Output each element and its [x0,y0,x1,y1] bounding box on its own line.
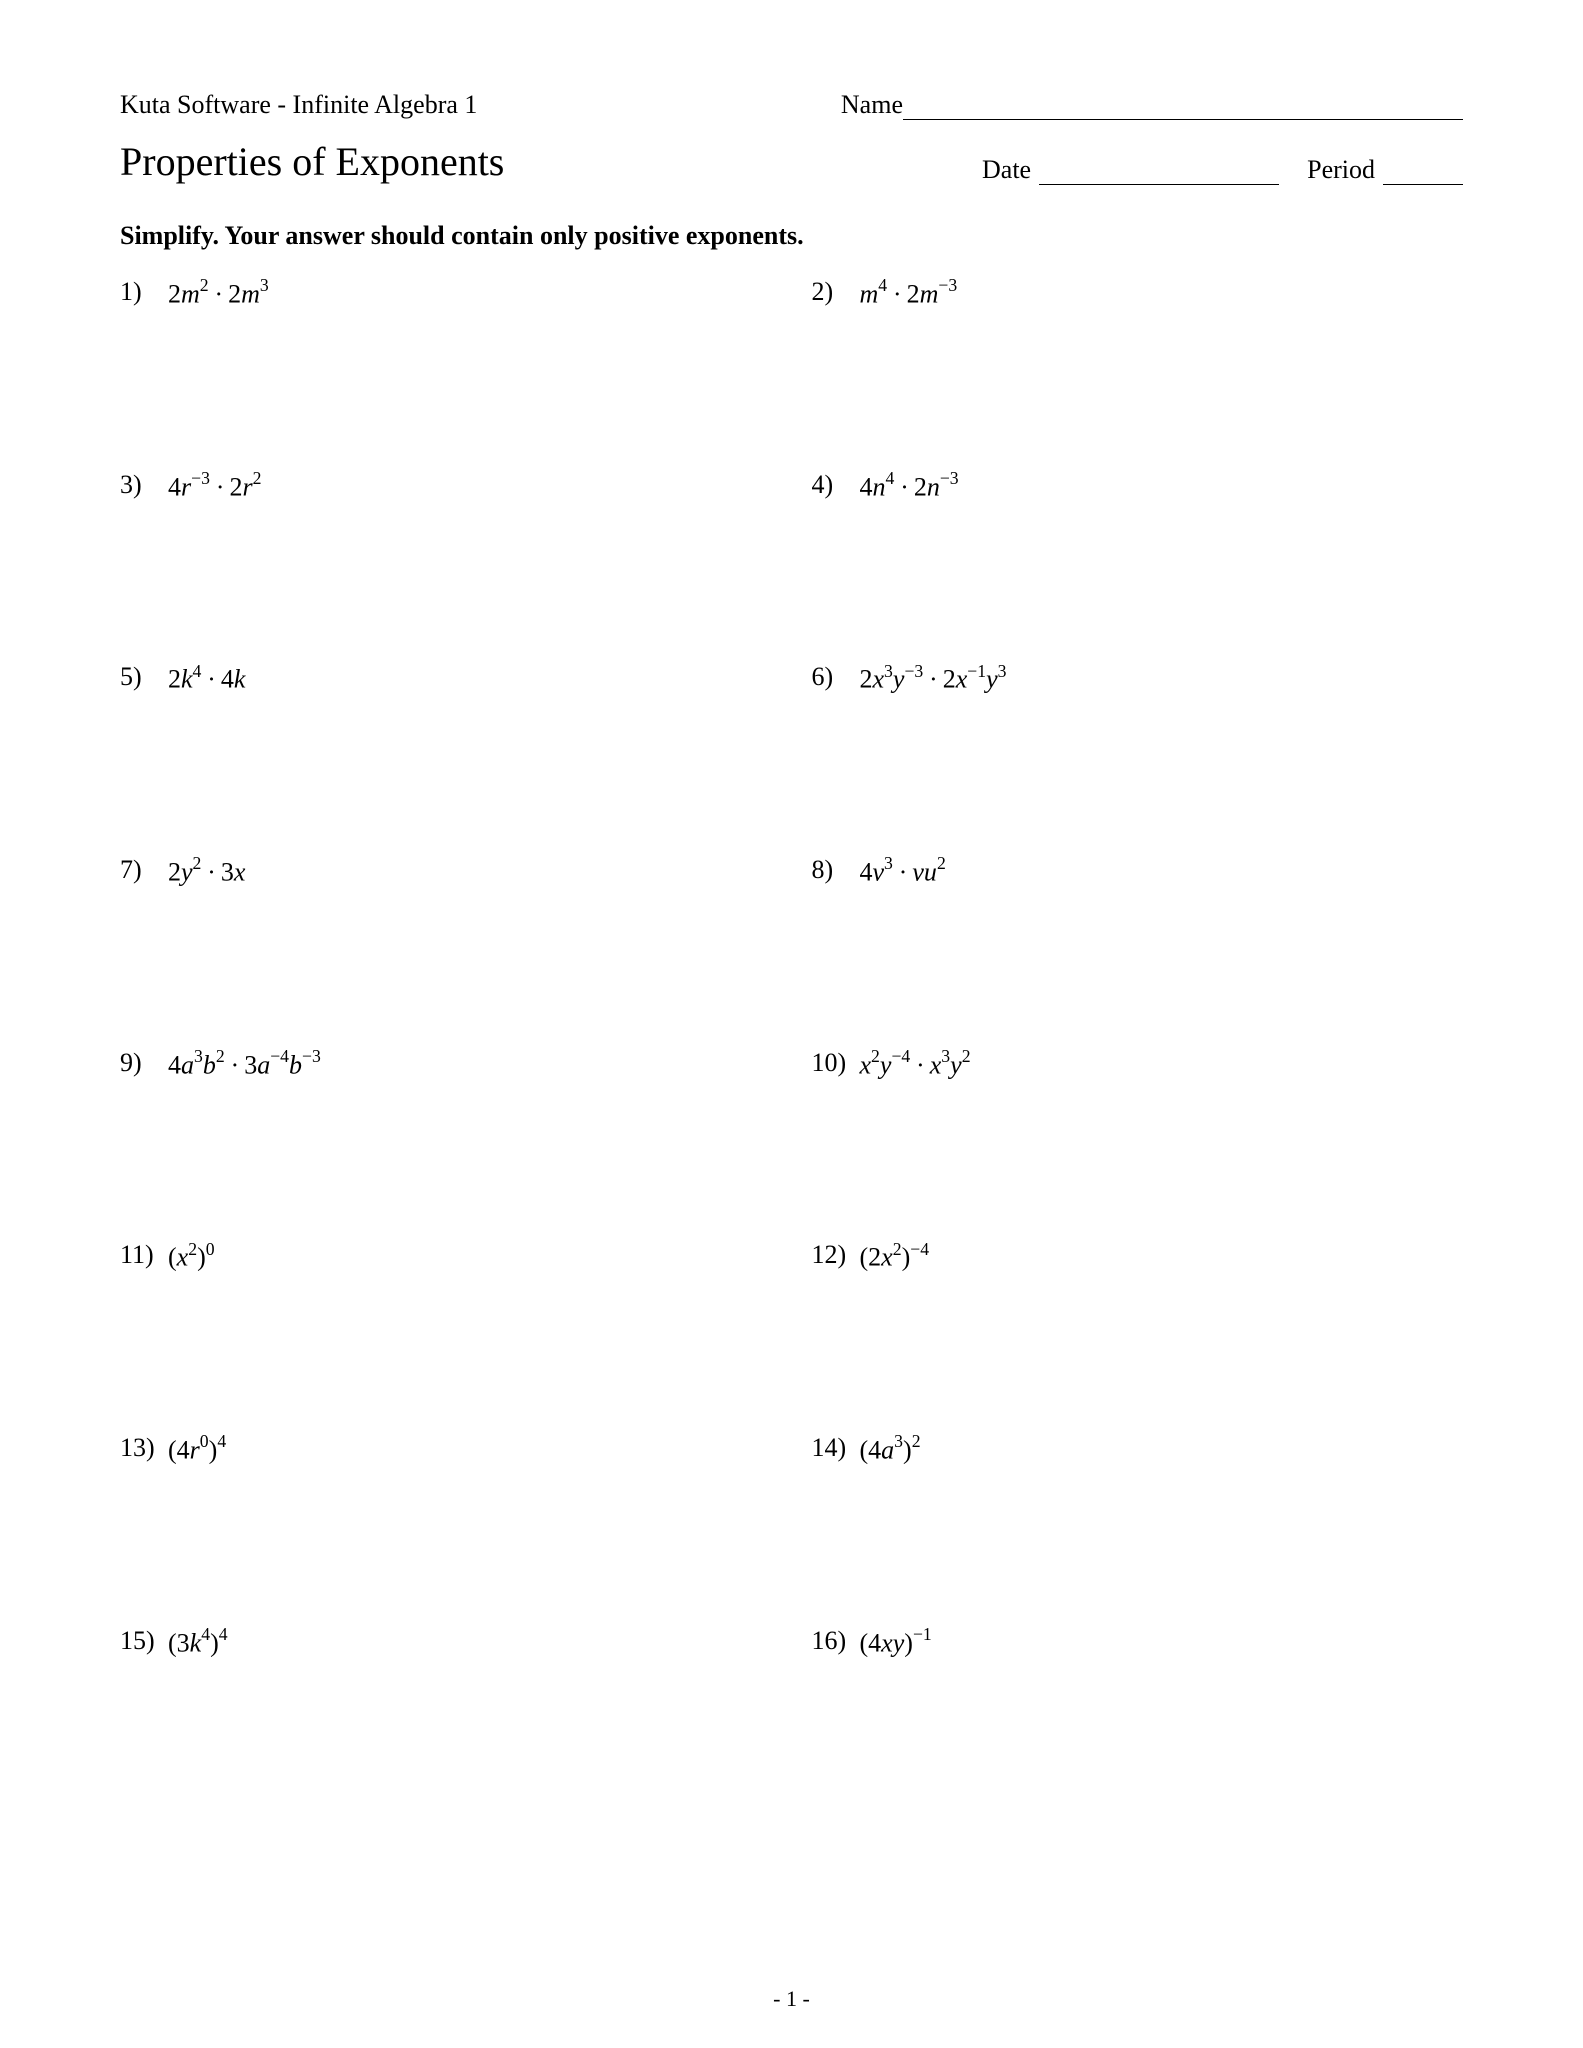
problem: 3) 4r−3 · 2r2 [120,470,772,503]
problem: 11) (x2)0 [120,1240,772,1273]
problem-number: 4) [812,470,850,500]
problem: 4) 4n4 · 2n−3 [812,470,1464,503]
problem-expression: (3k4)4 [168,1626,228,1659]
problem: 8) 4v3 · vu2 [812,855,1464,888]
problem: 12) (2x2)−4 [812,1240,1464,1273]
page-footer: - 1 - [0,1986,1583,2012]
problem-number: 8) [812,855,850,885]
problem-number: 9) [120,1048,158,1078]
problem: 13) (4r0)4 [120,1433,772,1466]
problem: 9) 4a3b2 · 3a−4b−3 [120,1048,772,1081]
instructions: Simplify. Your answer should contain onl… [120,221,1463,251]
title-row: Properties of Exponents Date Period [120,138,1463,185]
problem-number: 12) [812,1240,850,1270]
problem-expression: x2y−4 · x3y2 [860,1048,971,1081]
problem-expression: 2k4 · 4k [168,662,245,695]
name-blank[interactable] [903,91,1463,120]
problem-expression: 2x3y−3 · 2x−1y3 [860,662,1007,695]
problem: 2) m4 · 2m−3 [812,277,1464,310]
problem-number: 15) [120,1626,158,1656]
problem-number: 7) [120,855,158,885]
problem-expression: (4a3)2 [860,1433,921,1466]
problem: 6) 2x3y−3 · 2x−1y3 [812,662,1464,695]
problem-number: 11) [120,1240,158,1270]
problem-expression: 4r−3 · 2r2 [168,470,261,503]
problem-expression: 2y2 · 3x [168,855,245,888]
problem: 5) 2k4 · 4k [120,662,772,695]
problem-number: 16) [812,1626,850,1656]
problem-expression: 2m2 · 2m3 [168,277,269,310]
problem-expression: 4a3b2 · 3a−4b−3 [168,1048,321,1081]
problem-number: 13) [120,1433,158,1463]
worksheet-title: Properties of Exponents [120,138,504,185]
date-period-group: Date Period [982,155,1463,185]
problem-expression: (4r0)4 [168,1433,226,1466]
problem-expression: (4xy)−1 [860,1626,932,1659]
problem-expression: (x2)0 [168,1240,215,1273]
problem-expression: m4 · 2m−3 [860,277,958,310]
problem-number: 10) [812,1048,850,1078]
problem-number: 5) [120,662,158,692]
problem-number: 2) [812,277,850,307]
problem: 16) (4xy)−1 [812,1626,1464,1659]
problem-number: 1) [120,277,158,307]
problem: 10) x2y−4 · x3y2 [812,1048,1464,1081]
problems-grid: 1) 2m2 · 2m3 2) m4 · 2m−3 3) 4r−3 · 2r2 4) 4n4 … [120,277,1463,1658]
period-blank[interactable] [1383,156,1463,185]
problem: 14) (4a3)2 [812,1433,1464,1466]
name-field: Name [841,90,1463,120]
problem-expression: 4n4 · 2n−3 [860,470,959,503]
name-label: Name [841,90,903,120]
problem: 15) (3k4)4 [120,1626,772,1659]
period-label: Period [1307,155,1375,185]
header-row: Kuta Software - Infinite Algebra 1 Name [120,90,1463,120]
problem-number: 6) [812,662,850,692]
problem-number: 14) [812,1433,850,1463]
problem: 7) 2y2 · 3x [120,855,772,888]
problem-number: 3) [120,470,158,500]
software-name: Kuta Software - Infinite Algebra 1 [120,90,477,120]
problem-expression: 4v3 · vu2 [860,855,946,888]
problem-expression: (2x2)−4 [860,1240,930,1273]
date-blank[interactable] [1039,156,1279,185]
problem: 1) 2m2 · 2m3 [120,277,772,310]
date-label: Date [982,155,1031,185]
